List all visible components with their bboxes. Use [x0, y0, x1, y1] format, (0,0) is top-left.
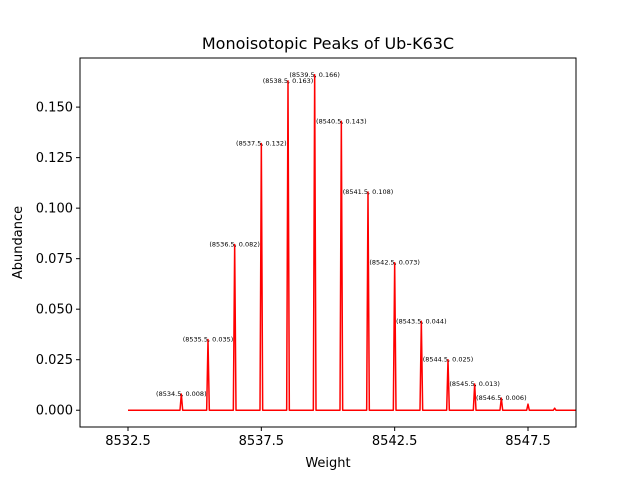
peak-point [340, 120, 342, 122]
peak-label: (8535.5, 0.035) [183, 335, 234, 343]
y-tick-label: 0.125 [36, 151, 73, 166]
peak-label: (8536.5, 0.082) [209, 241, 260, 249]
y-tick-label: 0.000 [36, 404, 73, 419]
plot-area [128, 74, 576, 411]
y-axis-label: Abundance [11, 206, 26, 279]
peak-point [500, 397, 502, 399]
axes-layer: 8532.5 8537.5 8542.5 8547.5 0.000 0.025 0.050 0… [36, 101, 551, 449]
y-tick-label: 0.100 [36, 202, 73, 217]
peak-label: (8545.5, 0.013) [449, 380, 500, 388]
x-axis-label: Weight [305, 456, 350, 471]
peak-label: (8538.5, 0.163) [263, 77, 314, 85]
peak-label: (8543.5, 0.044) [396, 317, 447, 325]
peak-point [314, 74, 316, 76]
peak-point [260, 142, 262, 144]
peak-label: (8546.5, 0.006) [476, 394, 527, 402]
peak-point [527, 403, 529, 405]
y-tick-label: 0.150 [36, 101, 73, 116]
peak-point [420, 320, 422, 322]
peak-label: (8542.5, 0.073) [369, 259, 420, 267]
peak-label: (8544.5, 0.025) [423, 356, 474, 364]
y-tick-label: 0.025 [36, 353, 73, 368]
annotation-layer: (8534.5, 0.008) (8535.5, 0.035) (8536.5, 0… [156, 71, 527, 402]
y-tick-label: 0.050 [36, 303, 73, 318]
chart-title: Monoisotopic Peaks of Ub-K63C [202, 34, 454, 53]
peak-point [287, 80, 289, 82]
peak-label: (8539.5, 0.166) [289, 71, 340, 79]
peak-point [234, 244, 236, 246]
peak-point [394, 262, 396, 264]
x-tick-label: 8537.5 [239, 434, 285, 449]
peak-point [474, 383, 476, 385]
axes-frame [79, 57, 577, 428]
peak-point [180, 393, 182, 395]
x-tick-label: 8532.5 [105, 434, 151, 449]
x-tick-label: 8547.5 [505, 434, 551, 449]
peak-label: (8541.5, 0.108) [343, 188, 394, 196]
y-tick-label: 0.075 [36, 252, 73, 267]
peak-point [367, 191, 369, 193]
peak-label: (8540.5, 0.143) [316, 117, 367, 125]
peak-label: (8534.5, 0.008) [156, 390, 207, 398]
peak-label: (8537.5, 0.132) [236, 139, 287, 147]
peak-point [447, 359, 449, 361]
x-tick-label: 8542.5 [372, 434, 418, 449]
peak-point [207, 338, 209, 340]
peak-point [554, 407, 556, 409]
